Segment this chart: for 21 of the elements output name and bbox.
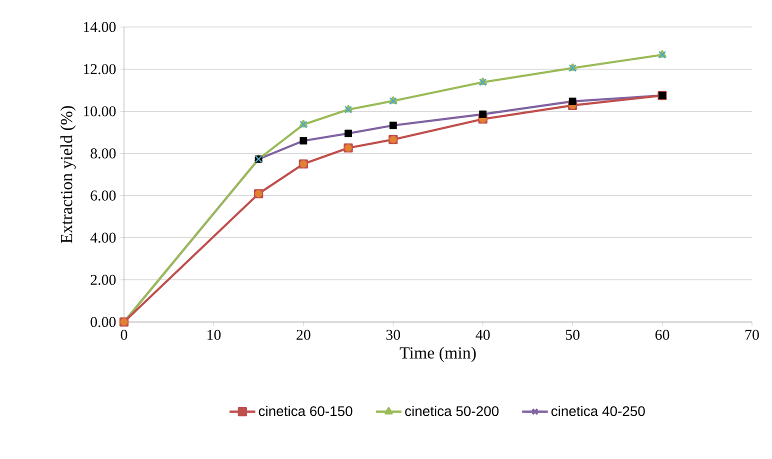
legend-label: cinetica 60-150 [258, 406, 352, 416]
x-tick-label: 40 [476, 330, 490, 340]
y-tick-label: 12.00 [84, 64, 116, 74]
y-tick-label: 4.00 [90, 232, 116, 243]
x-tick-label: 10 [208, 330, 221, 340]
legend-label: cinetica 50-200 [405, 406, 499, 416]
x-tick-label: 0 [120, 330, 128, 340]
y-tick-label: 2.00 [90, 274, 116, 285]
y-axis-title: Extraction yield (%) [60, 106, 76, 244]
x-tick-label: 30 [386, 330, 400, 340]
x-tick-label: 20 [296, 330, 310, 340]
y-tick-label: 8.00 [90, 148, 116, 159]
x-tick-label: 60 [655, 330, 670, 340]
x-tick-label: 50 [566, 330, 580, 340]
y-tick-label: 14.00 [84, 22, 116, 32]
x-tick-label: 70 [746, 330, 759, 340]
x-axis-title: Time (min) [400, 346, 476, 362]
y-tick-label: 10.00 [84, 106, 116, 116]
y-tick-label: 6.00 [90, 190, 116, 201]
y-tick-label: 0.00 [90, 316, 116, 328]
legend-label: cinetica 40-250 [551, 406, 645, 416]
